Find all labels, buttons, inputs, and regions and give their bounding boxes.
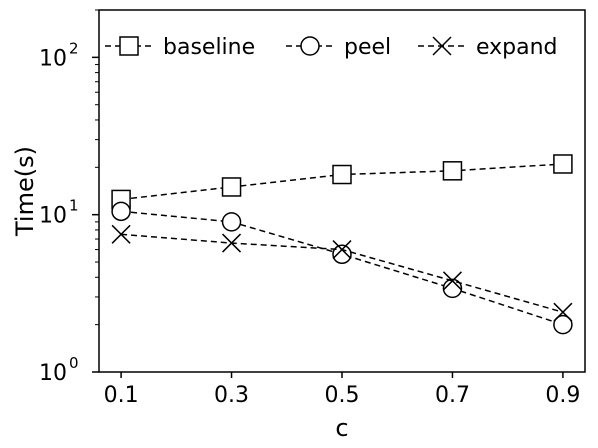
y-tick-label: 10: [39, 361, 67, 386]
expand-point: [332, 240, 352, 260]
legend-label: expand: [476, 35, 558, 60]
y-tick-exponent: 1: [69, 197, 79, 215]
legend-item-expand: expand: [418, 35, 558, 60]
legend-marker: [300, 36, 320, 56]
x-tick-label: 0.7: [435, 383, 470, 408]
y-tick-exponent: 0: [69, 354, 79, 372]
legend-label: baseline: [163, 35, 255, 60]
x-tick-label: 0.1: [104, 383, 139, 408]
expand-point: [222, 233, 242, 253]
legend-item-baseline: baseline: [105, 35, 255, 60]
baseline-point: [221, 177, 242, 197]
y-tick-label: 10: [39, 204, 67, 229]
series-layer: [111, 154, 573, 335]
x-tick-label: 0.3: [214, 383, 249, 408]
series-expand: [111, 224, 573, 322]
y-tick-exponent: 2: [69, 39, 79, 57]
y-tick-label: 10: [39, 46, 67, 71]
legend-item-peel: peel: [286, 35, 391, 60]
peel-point: [221, 212, 242, 232]
peel-point: [553, 314, 573, 335]
baseline-point: [332, 164, 352, 185]
legend-marker: [119, 36, 139, 56]
baseline-point: [553, 154, 573, 174]
peel-point: [111, 201, 131, 222]
y-axis-label: Time(s): [11, 146, 39, 237]
legend-marker: [432, 36, 452, 56]
plot-frame: [98, 9, 586, 373]
legend-label: peel: [344, 35, 391, 60]
x-tick-label: 0.5: [325, 383, 360, 408]
legend: baseline peel expand: [105, 35, 558, 60]
baseline-point: [442, 161, 463, 181]
peel-line: [121, 210, 564, 326]
expand-point: [553, 302, 573, 322]
expand-point: [442, 271, 462, 291]
peel-point: [332, 244, 352, 265]
x-axis-label: c: [335, 414, 348, 442]
x-tick-label: 0.9: [545, 383, 580, 408]
peel-point: [442, 278, 463, 299]
expand-point: [111, 224, 131, 244]
series-baseline: [111, 154, 573, 210]
series-peel: [111, 201, 573, 335]
x-axis-ticks: 0.1 0.3 0.5 0.7 0.9: [104, 372, 580, 408]
